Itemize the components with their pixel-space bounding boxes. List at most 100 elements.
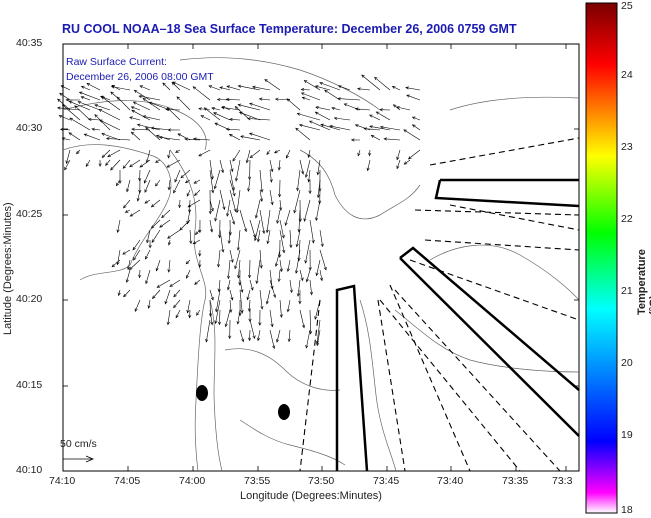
current-vector — [209, 199, 214, 212]
contour-line — [62, 100, 207, 151]
current-vector — [364, 128, 381, 131]
current-vector-head — [213, 112, 217, 116]
current-vector — [355, 108, 371, 111]
current-vector — [186, 189, 191, 197]
current-vector — [306, 269, 311, 282]
current-vector-head — [247, 117, 251, 121]
current-vector-head — [176, 96, 180, 100]
current-vector-head — [396, 165, 400, 170]
current-vector — [238, 85, 261, 91]
current-vector-head — [180, 174, 184, 179]
current-vector-head — [61, 137, 66, 141]
current-vector-head — [308, 120, 313, 124]
current-vector-head — [59, 92, 63, 96]
current-vector — [229, 299, 232, 313]
current-vector-head — [274, 150, 278, 154]
current-vector — [208, 85, 221, 91]
current-vector-head — [158, 136, 163, 140]
current-vector — [396, 159, 401, 169]
current-vector — [171, 82, 181, 91]
current-vector-head — [270, 168, 274, 173]
station-marker-2 — [278, 404, 290, 420]
current-vector-head — [296, 112, 301, 116]
current-vector-head — [289, 244, 293, 249]
current-vector — [101, 149, 111, 158]
current-vector-head — [136, 123, 141, 127]
current-vector — [315, 106, 331, 111]
current-vector-head — [214, 122, 219, 126]
x-tick-label: 73:45 — [373, 475, 400, 487]
current-vector — [259, 289, 263, 310]
current-vector — [145, 249, 151, 260]
current-vector-head — [307, 178, 311, 183]
current-vector — [219, 87, 231, 91]
contour-line — [169, 149, 207, 472]
current-vector — [232, 149, 241, 162]
colorbar-tick-label: 25 — [621, 0, 633, 12]
current-vector-head — [166, 321, 170, 326]
current-vector-head — [138, 177, 142, 182]
current-vector-head — [172, 81, 176, 85]
current-vector-head — [161, 214, 165, 219]
current-vector-head — [155, 267, 159, 272]
current-vector — [144, 169, 151, 184]
current-vector-head — [208, 210, 212, 215]
current-vector — [137, 189, 141, 202]
contour-line — [62, 144, 172, 281]
current-vector — [249, 329, 251, 341]
current-vector-head — [270, 201, 274, 206]
current-vector-head — [308, 190, 312, 195]
current-vector-head — [186, 275, 189, 279]
current-vector-head — [305, 278, 309, 283]
current-vector — [279, 219, 285, 239]
current-vector-head — [110, 167, 114, 171]
current-vector — [309, 279, 312, 295]
current-vector — [62, 137, 71, 141]
current-vector — [228, 259, 231, 279]
y-axis-label: Latitude (Degrees:Minutes) — [2, 202, 14, 335]
current-vector-head — [369, 114, 373, 118]
current-vector — [131, 109, 151, 121]
current-vector — [367, 159, 371, 171]
current-vector — [334, 117, 351, 121]
current-vector — [144, 179, 151, 193]
current-vector — [331, 107, 341, 111]
contour-line — [224, 348, 341, 391]
current-vector — [168, 239, 171, 246]
current-vector-head — [60, 85, 65, 89]
current-vector-head — [224, 323, 228, 328]
current-vector-head — [219, 86, 223, 90]
current-vector — [405, 87, 421, 91]
current-vector — [308, 149, 311, 158]
current-vector — [213, 112, 231, 121]
current-vector — [316, 329, 321, 346]
current-vector — [229, 209, 235, 225]
current-vector-head — [293, 209, 297, 214]
current-vector — [239, 279, 243, 293]
current-vector-head — [295, 270, 299, 274]
current-vector-head — [127, 266, 131, 271]
current-vector — [301, 92, 321, 101]
current-vector-head — [123, 293, 127, 298]
current-vector — [412, 124, 421, 131]
current-vector — [337, 98, 361, 101]
current-vector — [156, 279, 171, 288]
current-vector-head — [116, 96, 121, 101]
current-vector — [278, 159, 281, 171]
radial-line — [377, 299, 406, 472]
current-vector — [238, 104, 261, 111]
current-vector — [106, 138, 131, 141]
current-vector-head — [240, 135, 244, 139]
current-vector — [151, 199, 161, 208]
current-vector — [219, 189, 225, 210]
current-vector — [196, 309, 201, 316]
current-vector — [256, 259, 261, 284]
current-vector-head — [357, 87, 361, 91]
survey-boxes — [299, 137, 580, 472]
current-vector-head — [315, 217, 319, 222]
current-vector-head — [266, 240, 270, 245]
current-vector-head — [142, 97, 147, 102]
current-vector-head — [247, 308, 251, 312]
current-vector — [296, 229, 301, 247]
